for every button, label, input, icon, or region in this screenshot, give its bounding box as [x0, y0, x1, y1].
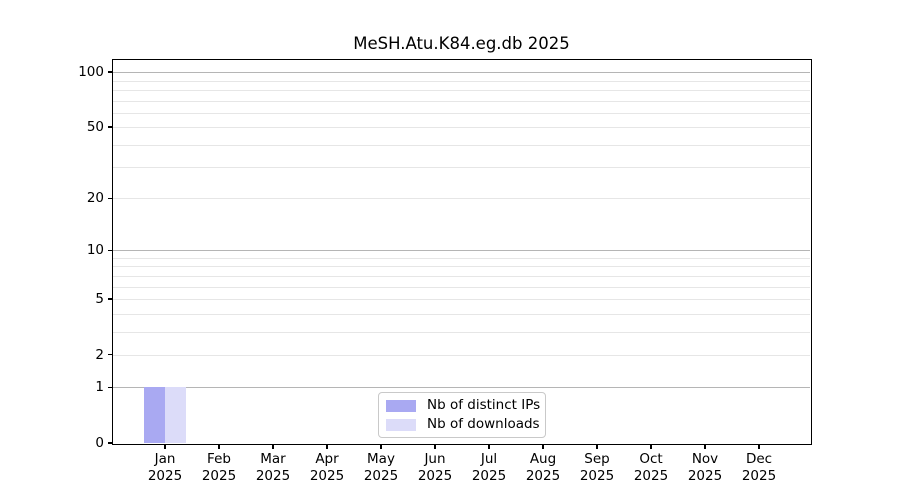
- y-tick-label: 1: [95, 379, 104, 396]
- y-gridline-minor: [113, 100, 810, 102]
- y-gridline-major: [113, 387, 810, 389]
- y-gridline-minor: [113, 112, 810, 114]
- legend-row-distinct-ips: Nb of distinct IPs: [386, 398, 545, 413]
- y-gridline-minor: [113, 313, 810, 315]
- x-tick: [326, 444, 328, 449]
- y-gridline-minor: [113, 89, 810, 91]
- x-tick-label: Aug 2025: [525, 451, 561, 484]
- x-tick: [380, 444, 382, 449]
- x-tick-label: Jan 2025: [147, 451, 183, 484]
- x-tick-label: Oct 2025: [633, 451, 669, 484]
- y-tick: [108, 298, 113, 300]
- chart-title: MeSH.Atu.K84.eg.db 2025: [353, 34, 570, 53]
- y-gridline-minor: [113, 354, 810, 356]
- x-tick-label: Dec 2025: [741, 451, 777, 484]
- x-tick: [650, 444, 652, 449]
- legend-label-downloads: Nb of downloads: [427, 416, 540, 432]
- x-tick-label: Nov 2025: [687, 451, 723, 484]
- x-tick: [542, 444, 544, 449]
- legend-label-distinct-ips: Nb of distinct IPs: [427, 397, 541, 413]
- y-tick: [108, 197, 113, 200]
- y-tick-label: 50: [86, 119, 104, 136]
- y-gridline-minor: [113, 258, 810, 259]
- y-gridline-major: [113, 250, 810, 252]
- y-tick-label: 10: [86, 242, 104, 259]
- legend-row-downloads: Nb of downloads: [386, 417, 545, 432]
- y-tick-label: 2: [95, 346, 104, 363]
- y-tick: [108, 126, 113, 128]
- x-tick: [704, 444, 706, 449]
- y-tick-label: 20: [86, 190, 104, 207]
- y-gridline-minor: [113, 331, 810, 333]
- x-tick-label: Jul 2025: [471, 451, 507, 484]
- x-tick-label: Feb 2025: [201, 451, 237, 484]
- x-tick: [758, 444, 760, 449]
- x-tick: [434, 444, 436, 449]
- x-tick: [272, 444, 274, 449]
- legend-swatch-downloads: [386, 418, 416, 431]
- y-tick-label: 0: [95, 435, 104, 451]
- y-gridline-minor: [113, 286, 810, 288]
- x-tick: [488, 444, 490, 449]
- x-tick-label: Mar 2025: [255, 451, 291, 484]
- x-tick-label: Sep 2025: [579, 451, 615, 484]
- legend-swatch-distinct-ips: [386, 399, 416, 412]
- x-tick-label: May 2025: [363, 451, 399, 484]
- y-gridline-minor: [113, 80, 810, 82]
- y-gridline-minor: [113, 266, 810, 268]
- y-tick-label: 100: [78, 64, 104, 81]
- y-gridline-major: [113, 72, 810, 74]
- y-gridline-minor: [113, 198, 810, 200]
- x-tick: [596, 444, 598, 449]
- bar-distinct-ips: [144, 387, 165, 443]
- y-tick: [108, 71, 113, 73]
- y-tick-label: 5: [95, 291, 104, 308]
- x-tick: [218, 444, 220, 449]
- y-tick: [108, 386, 113, 389]
- y-gridline-minor: [113, 127, 810, 129]
- bar-downloads: [165, 387, 186, 443]
- legend: Nb of distinct IPs Nb of downloads: [378, 392, 546, 438]
- x-tick-label: Apr 2025: [309, 451, 345, 484]
- y-tick: [108, 442, 113, 444]
- y-gridline-minor: [113, 167, 810, 169]
- plot-background: [113, 60, 810, 443]
- y-tick: [108, 353, 113, 356]
- x-tick-label: Jun 2025: [417, 451, 453, 484]
- y-tick: [108, 249, 113, 252]
- x-tick: [164, 444, 166, 449]
- y-gridline-minor: [113, 144, 810, 146]
- y-gridline-minor: [113, 299, 810, 301]
- y-gridline-minor: [113, 275, 810, 277]
